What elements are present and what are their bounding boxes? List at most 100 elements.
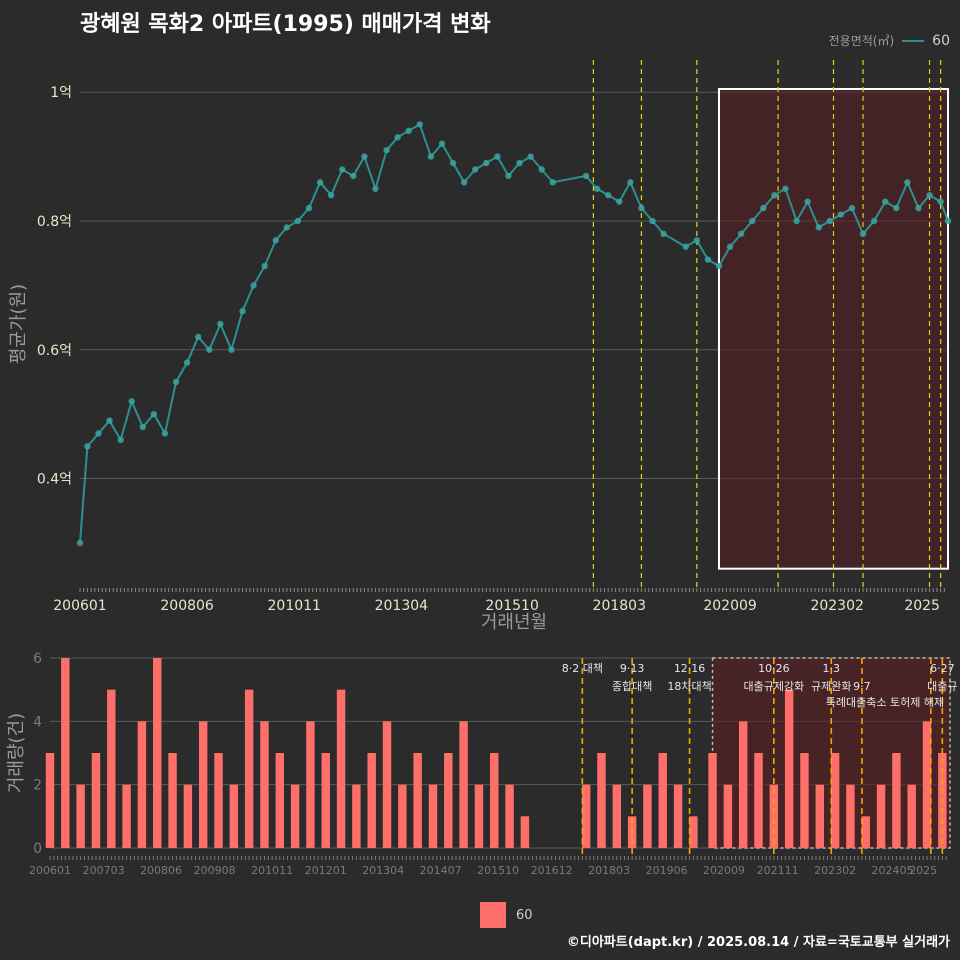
- legend-line-swatch: [902, 39, 925, 42]
- data-point: [460, 179, 468, 186]
- data-point: [339, 166, 346, 173]
- volume-bar: [398, 784, 407, 848]
- data-point: [150, 410, 158, 418]
- volume-bar: [352, 784, 361, 848]
- policy-annotation: 1·3: [823, 662, 841, 675]
- data-point: [782, 185, 789, 192]
- legend-series-label: 60: [932, 32, 950, 49]
- bar-x-tick-label: 201803: [588, 864, 630, 877]
- data-point: [538, 166, 545, 173]
- data-point: [494, 153, 501, 160]
- data-point: [217, 320, 224, 328]
- data-point: [128, 398, 135, 405]
- data-point: [194, 333, 202, 341]
- volume-bar: [612, 784, 622, 848]
- data-point: [172, 378, 180, 386]
- volume-bar: [413, 753, 422, 848]
- data-point: [361, 153, 368, 160]
- volume-bar: [336, 689, 346, 848]
- volume-bar: [643, 784, 652, 848]
- volume-bar: [723, 784, 733, 848]
- data-point: [815, 224, 822, 231]
- volume-bar: [107, 689, 116, 848]
- volume-bar: [444, 753, 453, 848]
- volume-bar: [229, 784, 239, 848]
- volume-bar: [784, 689, 794, 848]
- data-point: [183, 359, 191, 366]
- data-point: [616, 198, 623, 205]
- volume-bar: [290, 784, 300, 848]
- policy-annotation: 9·7: [853, 680, 871, 693]
- bar-x-tick-label: 200908: [194, 864, 236, 877]
- volume-bar: [428, 784, 438, 848]
- data-point: [283, 224, 291, 231]
- volume-bar: [738, 721, 748, 848]
- data-point: [937, 198, 944, 205]
- data-point: [305, 204, 313, 212]
- data-point: [372, 185, 379, 192]
- data-point: [693, 237, 701, 244]
- data-point: [516, 159, 523, 167]
- data-point: [139, 423, 146, 431]
- data-point: [649, 217, 656, 225]
- bar-x-tick-label: 202405: [872, 864, 914, 877]
- volume-bar: [122, 784, 131, 848]
- volume-bar: [800, 753, 809, 848]
- volume-bar: [708, 753, 717, 848]
- volume-bar: [382, 721, 392, 848]
- data-point: [405, 127, 412, 135]
- data-point: [715, 262, 723, 270]
- bar-x-tick-label: 2025: [909, 864, 937, 877]
- data-point: [272, 237, 279, 244]
- data-point: [261, 262, 268, 270]
- data-point: [749, 217, 756, 225]
- x-tick-label: 200806: [160, 598, 214, 614]
- bar-x-tick-label: 200806: [140, 864, 182, 877]
- data-point: [416, 121, 424, 128]
- data-point: [239, 307, 246, 315]
- x-tick-label: 201011: [268, 598, 321, 614]
- volume-bar: [260, 721, 269, 848]
- data-point: [604, 192, 612, 199]
- data-point: [350, 172, 357, 180]
- volume-bar: [474, 784, 484, 848]
- volume-bar: [861, 816, 870, 848]
- bar-x-tick-label: 201011: [251, 864, 293, 877]
- data-point: [870, 217, 878, 225]
- volume-bar: [275, 753, 284, 848]
- policy-annotation: 대출규: [927, 680, 957, 693]
- volume-bar: [830, 753, 840, 848]
- volume-bar: [658, 753, 667, 848]
- y-tick-label: 0.8억: [37, 214, 72, 230]
- volume-bar: [673, 784, 683, 848]
- y-axis-label: 평균가(원): [8, 284, 29, 364]
- volume-bar: [689, 816, 698, 848]
- bar-y-axis-label: 거래량(건): [6, 713, 27, 793]
- volume-bar: [168, 753, 177, 848]
- data-point: [527, 153, 534, 160]
- volume-bar: [198, 721, 208, 848]
- data-point: [593, 185, 601, 192]
- data-point: [549, 179, 556, 186]
- data-point: [737, 230, 745, 238]
- data-point: [161, 430, 169, 437]
- data-point: [383, 146, 390, 154]
- volume-bar: [76, 784, 85, 848]
- bar-x-tick-label: 201612: [531, 864, 573, 877]
- policy-annotation: 8·2 대책: [562, 662, 603, 675]
- data-point: [660, 230, 667, 238]
- volume-bar: [244, 689, 254, 848]
- volume-bar: [490, 753, 499, 848]
- policy-annotation: 대출규제강화: [743, 680, 804, 693]
- volume-bar: [214, 753, 223, 848]
- volume-bar: [45, 753, 55, 848]
- policy-annotation: 규제완화: [811, 680, 851, 693]
- x-tick-label: 202302: [810, 598, 863, 614]
- volume-bar: [922, 721, 932, 848]
- data-point: [394, 134, 401, 141]
- bar-x-tick-label: 201201: [305, 864, 347, 877]
- volume-bar: [815, 784, 824, 848]
- data-point: [582, 172, 590, 180]
- data-point: [117, 436, 124, 444]
